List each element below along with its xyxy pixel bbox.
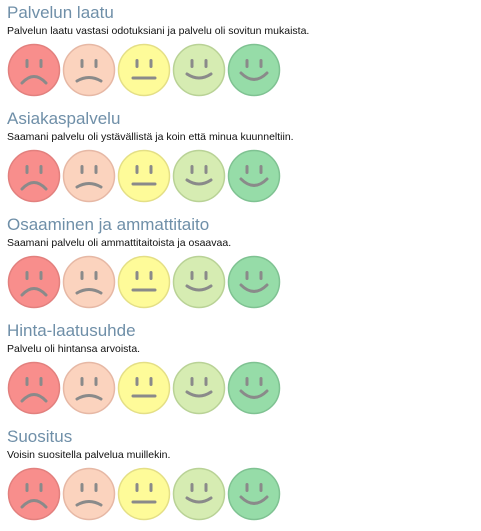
neutral-face-icon	[117, 467, 171, 521]
very-sad-face-icon	[7, 255, 61, 309]
rating-button-5[interactable]	[227, 43, 281, 97]
section-description: Saamani palvelu oli ammattitaitoista ja …	[7, 237, 232, 249]
rating-faces	[7, 148, 481, 204]
rating-button-4[interactable]	[172, 361, 226, 415]
very-happy-face-icon	[227, 255, 281, 309]
section-description: Palvelun laatu vastasi odotuksiani ja pa…	[7, 25, 310, 37]
happy-face-icon	[172, 467, 226, 521]
rating-button-1[interactable]	[7, 43, 61, 97]
rating-button-1[interactable]	[7, 255, 61, 309]
very-happy-face-icon	[227, 467, 281, 521]
rating-button-3[interactable]	[117, 255, 171, 309]
happy-face-icon	[172, 43, 226, 97]
happy-face-icon	[172, 361, 226, 415]
section-osaaminen: Osaaminen ja ammattitaito Saamani palvel…	[7, 215, 481, 321]
section-description: Saamani palvelu oli ystävällistä ja koin…	[7, 131, 294, 143]
very-sad-face-icon	[7, 149, 61, 203]
sad-face-icon	[62, 149, 116, 203]
section-palvelun-laatu: Palvelun laatu Palvelun laatu vastasi od…	[7, 3, 481, 109]
rating-button-4[interactable]	[172, 467, 226, 521]
rating-button-4[interactable]	[172, 255, 226, 309]
rating-button-1[interactable]	[7, 149, 61, 203]
rating-button-5[interactable]	[227, 149, 281, 203]
section-title: Osaaminen ja ammattitaito	[7, 215, 210, 234]
rating-button-3[interactable]	[117, 467, 171, 521]
happy-face-icon	[172, 149, 226, 203]
rating-button-5[interactable]	[227, 361, 281, 415]
sad-face-icon	[62, 467, 116, 521]
very-sad-face-icon	[7, 467, 61, 521]
rating-button-4[interactable]	[172, 149, 226, 203]
rating-faces	[7, 42, 481, 98]
rating-button-3[interactable]	[117, 149, 171, 203]
section-title: Suositus	[7, 427, 73, 446]
rating-faces	[7, 360, 481, 416]
rating-faces	[7, 254, 481, 310]
section-title: Palvelun laatu	[7, 3, 114, 22]
rating-button-5[interactable]	[227, 255, 281, 309]
rating-button-4[interactable]	[172, 43, 226, 97]
neutral-face-icon	[117, 361, 171, 415]
very-happy-face-icon	[227, 149, 281, 203]
rating-button-5[interactable]	[227, 467, 281, 521]
section-suositus: Suositus Voisin suositella palvelua muil…	[7, 427, 481, 531]
rating-button-2[interactable]	[62, 43, 116, 97]
section-asiakaspalvelu: Asiakaspalvelu Saamani palvelu oli ystäv…	[7, 109, 481, 215]
neutral-face-icon	[117, 43, 171, 97]
rating-faces	[7, 466, 481, 522]
rating-button-3[interactable]	[117, 43, 171, 97]
section-hinta-laatusuhde: Hinta-laatusuhde Palvelu oli hintansa ar…	[7, 321, 481, 427]
very-happy-face-icon	[227, 361, 281, 415]
happy-face-icon	[172, 255, 226, 309]
neutral-face-icon	[117, 149, 171, 203]
very-happy-face-icon	[227, 43, 281, 97]
sad-face-icon	[62, 255, 116, 309]
section-description: Voisin suositella palvelua muillekin.	[7, 449, 171, 461]
section-title: Hinta-laatusuhde	[7, 321, 136, 340]
rating-button-2[interactable]	[62, 467, 116, 521]
rating-button-1[interactable]	[7, 467, 61, 521]
sad-face-icon	[62, 43, 116, 97]
very-sad-face-icon	[7, 43, 61, 97]
rating-button-2[interactable]	[62, 149, 116, 203]
rating-button-2[interactable]	[62, 255, 116, 309]
sad-face-icon	[62, 361, 116, 415]
section-description: Palvelu oli hintansa arvoista.	[7, 343, 141, 355]
rating-button-3[interactable]	[117, 361, 171, 415]
section-title: Asiakaspalvelu	[7, 109, 121, 128]
very-sad-face-icon	[7, 361, 61, 415]
rating-button-1[interactable]	[7, 361, 61, 415]
rating-button-2[interactable]	[62, 361, 116, 415]
neutral-face-icon	[117, 255, 171, 309]
